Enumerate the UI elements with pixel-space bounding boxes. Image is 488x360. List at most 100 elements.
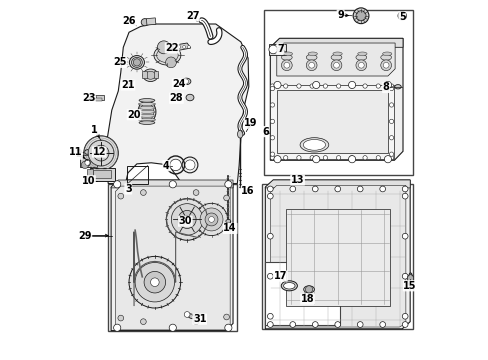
- Circle shape: [224, 181, 231, 188]
- Bar: [90, 168, 115, 181]
- Text: 3: 3: [124, 184, 131, 194]
- Circle shape: [169, 324, 176, 331]
- Circle shape: [388, 156, 393, 160]
- Circle shape: [333, 62, 339, 68]
- Bar: [93, 170, 111, 178]
- Circle shape: [388, 119, 393, 123]
- Polygon shape: [265, 180, 409, 329]
- Bar: [94, 98, 102, 101]
- Bar: [107, 184, 236, 330]
- Circle shape: [270, 119, 274, 123]
- Bar: [87, 169, 93, 180]
- Circle shape: [268, 45, 277, 54]
- Circle shape: [90, 95, 96, 100]
- Text: 5: 5: [398, 12, 405, 22]
- Circle shape: [267, 321, 273, 327]
- Circle shape: [388, 152, 393, 156]
- Polygon shape: [172, 43, 190, 51]
- Ellipse shape: [303, 139, 325, 150]
- Circle shape: [183, 216, 190, 223]
- Text: 1: 1: [91, 125, 98, 135]
- Ellipse shape: [303, 286, 314, 293]
- Circle shape: [184, 312, 190, 318]
- Circle shape: [118, 315, 123, 321]
- Circle shape: [348, 81, 355, 89]
- Ellipse shape: [131, 57, 142, 67]
- Ellipse shape: [330, 54, 341, 60]
- Text: 4: 4: [163, 161, 169, 171]
- Circle shape: [150, 278, 159, 287]
- Circle shape: [384, 81, 391, 89]
- Ellipse shape: [138, 101, 156, 123]
- Ellipse shape: [355, 54, 366, 60]
- Circle shape: [312, 321, 318, 327]
- Bar: [92, 95, 103, 100]
- Circle shape: [309, 156, 314, 160]
- Circle shape: [184, 160, 195, 170]
- Ellipse shape: [332, 52, 342, 55]
- Circle shape: [312, 81, 319, 89]
- Circle shape: [113, 181, 121, 188]
- Bar: [80, 155, 97, 167]
- Ellipse shape: [225, 220, 230, 223]
- Circle shape: [323, 156, 327, 160]
- Circle shape: [135, 262, 174, 302]
- Circle shape: [204, 213, 218, 226]
- Circle shape: [267, 193, 273, 199]
- Ellipse shape: [84, 159, 90, 166]
- Ellipse shape: [138, 111, 155, 113]
- Circle shape: [336, 84, 340, 88]
- Circle shape: [267, 273, 273, 279]
- Circle shape: [308, 62, 314, 68]
- Circle shape: [173, 45, 176, 48]
- Circle shape: [305, 60, 316, 71]
- Circle shape: [357, 321, 362, 327]
- Circle shape: [402, 321, 407, 327]
- Circle shape: [270, 136, 274, 140]
- Text: 23: 23: [81, 93, 95, 103]
- Circle shape: [281, 60, 292, 71]
- Text: 26: 26: [122, 17, 136, 27]
- Ellipse shape: [380, 54, 391, 60]
- Bar: [262, 184, 412, 329]
- Circle shape: [169, 159, 181, 171]
- Circle shape: [402, 186, 407, 192]
- Circle shape: [118, 193, 123, 199]
- Circle shape: [358, 62, 364, 68]
- Circle shape: [97, 149, 104, 157]
- Circle shape: [305, 286, 312, 293]
- Circle shape: [375, 156, 380, 160]
- Circle shape: [383, 62, 388, 68]
- Circle shape: [379, 321, 385, 327]
- Bar: [268, 44, 285, 55]
- Bar: [126, 166, 147, 184]
- Ellipse shape: [187, 314, 195, 319]
- Ellipse shape: [138, 114, 155, 117]
- Circle shape: [349, 156, 353, 160]
- Circle shape: [380, 60, 391, 71]
- Text: 2: 2: [75, 149, 82, 159]
- Ellipse shape: [394, 85, 400, 89]
- Bar: [154, 71, 158, 78]
- Circle shape: [402, 193, 407, 199]
- Circle shape: [267, 314, 273, 319]
- Ellipse shape: [237, 130, 243, 138]
- Text: 10: 10: [81, 176, 95, 186]
- Ellipse shape: [277, 47, 283, 52]
- Text: 28: 28: [169, 93, 183, 103]
- Ellipse shape: [138, 107, 155, 109]
- Polygon shape: [111, 180, 233, 188]
- Circle shape: [388, 84, 393, 88]
- Circle shape: [267, 233, 273, 239]
- Text: 11: 11: [68, 147, 82, 157]
- Ellipse shape: [182, 78, 190, 85]
- Text: 17: 17: [273, 271, 286, 281]
- Circle shape: [312, 186, 318, 192]
- Circle shape: [289, 321, 295, 327]
- Ellipse shape: [283, 52, 292, 55]
- Circle shape: [388, 103, 393, 107]
- Circle shape: [178, 45, 181, 48]
- Ellipse shape: [281, 54, 292, 60]
- Circle shape: [200, 208, 223, 231]
- Circle shape: [270, 103, 274, 107]
